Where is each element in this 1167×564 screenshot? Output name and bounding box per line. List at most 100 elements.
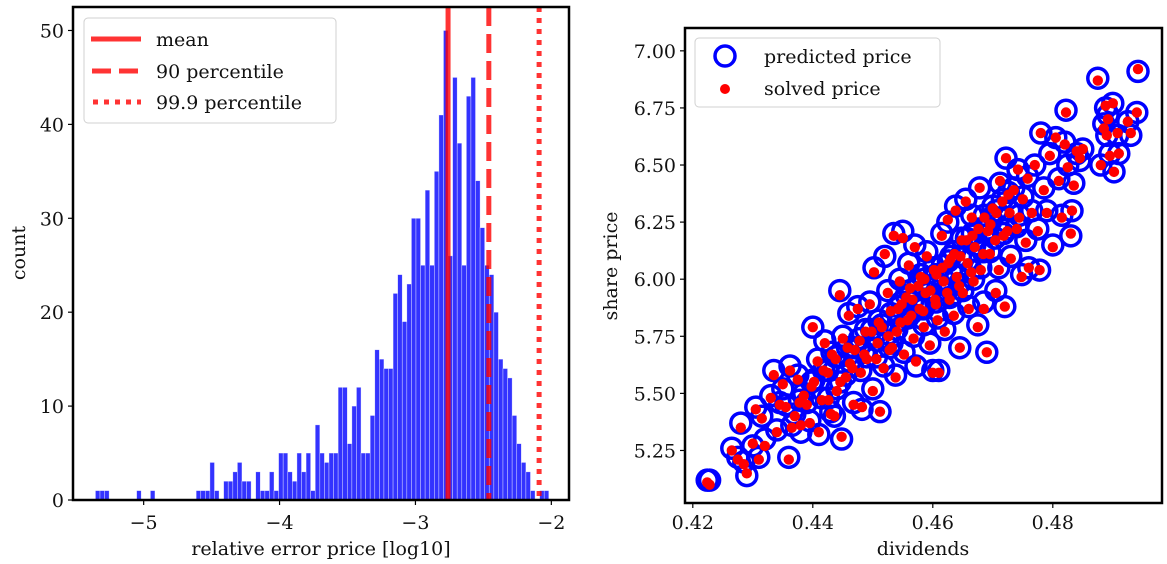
solved-price-point <box>1029 159 1041 171</box>
solved-price-point <box>924 340 935 351</box>
predicted-price-point <box>777 445 801 470</box>
solved-price-point <box>1062 162 1074 173</box>
solved-price-point <box>878 363 889 374</box>
solved-price-point <box>1003 189 1014 200</box>
solved-price-point <box>1107 98 1119 109</box>
solved-price-point <box>999 301 1010 312</box>
histogram-x-ticks: −5 −4 −3 −2 <box>130 500 565 534</box>
solved-price-point <box>960 196 971 207</box>
solved-price-point <box>854 335 865 347</box>
predicted-price-point <box>840 354 865 378</box>
histogram-bar <box>99 490 105 501</box>
y-tick-label: 0 <box>52 490 64 512</box>
solved-price-point <box>1044 150 1056 162</box>
solved-price-point <box>812 356 823 367</box>
histogram-bar <box>223 480 229 501</box>
solved-price-point <box>852 303 863 315</box>
histogram-bar <box>232 471 238 501</box>
solved-price-point <box>843 310 854 321</box>
predicted-price-point <box>918 331 942 355</box>
legend-solved-price-label: solved price <box>764 78 881 100</box>
solved-price-point <box>1104 150 1116 162</box>
solved-price-point <box>882 287 893 299</box>
solved-price-point <box>1102 114 1114 125</box>
histogram-bar <box>543 490 550 501</box>
solved-price-point <box>948 310 959 321</box>
solved-price-point <box>979 212 990 223</box>
histogram-bar <box>507 377 513 501</box>
predicted-price-point <box>990 187 1015 212</box>
histogram-bar <box>296 452 302 501</box>
solved-price-point <box>981 347 992 358</box>
histogram-bar <box>351 405 357 501</box>
solved-price-point <box>759 440 770 452</box>
solved-price-point <box>978 303 989 315</box>
solved-price-point <box>818 365 829 376</box>
solved-price-point <box>951 271 962 283</box>
histogram-bar <box>369 415 376 501</box>
solved-price-point <box>966 267 977 278</box>
histogram-bar <box>502 368 508 501</box>
solved-price-point <box>883 331 894 342</box>
legend-solved-price-swatch <box>720 84 730 94</box>
solved-price-point <box>895 317 906 328</box>
solved-price-point <box>834 289 845 301</box>
solved-price-point <box>1016 271 1027 283</box>
histogram-bar <box>328 452 334 501</box>
histogram-bar <box>205 490 211 501</box>
predicted-price-point <box>750 404 774 428</box>
predicted-price-point <box>904 354 928 378</box>
predicted-price-point <box>1059 224 1083 248</box>
legend-box <box>83 17 337 124</box>
histogram-bar <box>438 114 444 501</box>
solved-price-point <box>978 248 989 260</box>
solved-price-point <box>897 232 908 244</box>
solved-price-point <box>771 427 782 438</box>
x-tick-label: 0.44 <box>792 512 834 534</box>
histogram-x-axis-label: relative error price [log10] <box>191 538 450 560</box>
solved-price-point <box>918 321 929 333</box>
predicted-price-point <box>1015 164 1040 189</box>
solved-price-point <box>891 326 902 337</box>
solved-price-point <box>1002 226 1013 237</box>
solved-price-point <box>735 422 746 433</box>
solved-price-point <box>918 305 929 317</box>
solved-price-point <box>1056 212 1068 223</box>
y-tick-label: 6.25 <box>634 212 676 234</box>
solved-price-point <box>855 367 866 379</box>
solved-price-point <box>942 287 953 299</box>
solved-price-point <box>936 230 947 242</box>
predicted-price-point <box>762 358 786 383</box>
solved-price-point <box>1014 212 1025 223</box>
predicted-price-point <box>697 468 722 492</box>
solved-price-point <box>1017 194 1028 205</box>
solved-price-point <box>985 219 996 230</box>
histogram-legend: mean 90 percentile 99.9 percentile <box>83 17 337 124</box>
solved-price-point <box>1038 184 1050 196</box>
solved-price-point <box>1068 180 1080 191</box>
histogram-bar <box>411 217 417 501</box>
predicted-price-point <box>858 290 882 314</box>
solved-price-point <box>1004 207 1015 219</box>
solved-price-point <box>829 411 840 422</box>
solved-price-point <box>1095 159 1107 171</box>
solved-price-point <box>908 333 919 344</box>
solved-price-point <box>1122 116 1134 127</box>
solved-price-point <box>932 315 943 326</box>
histogram-bar <box>301 471 307 501</box>
solved-price-point <box>938 276 949 287</box>
solved-price-point <box>777 379 788 390</box>
histogram-bar <box>525 471 531 501</box>
histogram-bar <box>305 452 311 501</box>
predicted-price-point <box>1062 171 1086 196</box>
solved-price-point <box>786 422 797 433</box>
predicted-price-point <box>801 315 825 339</box>
legend-box <box>694 37 941 108</box>
histogram-bar <box>282 452 289 501</box>
solved-price-point <box>868 267 880 278</box>
solved-price-point <box>1011 223 1022 235</box>
y-tick-label: 5.50 <box>634 383 676 405</box>
histogram-bar <box>466 95 472 501</box>
solved-price-point <box>968 276 979 287</box>
histogram-bar <box>456 142 463 501</box>
